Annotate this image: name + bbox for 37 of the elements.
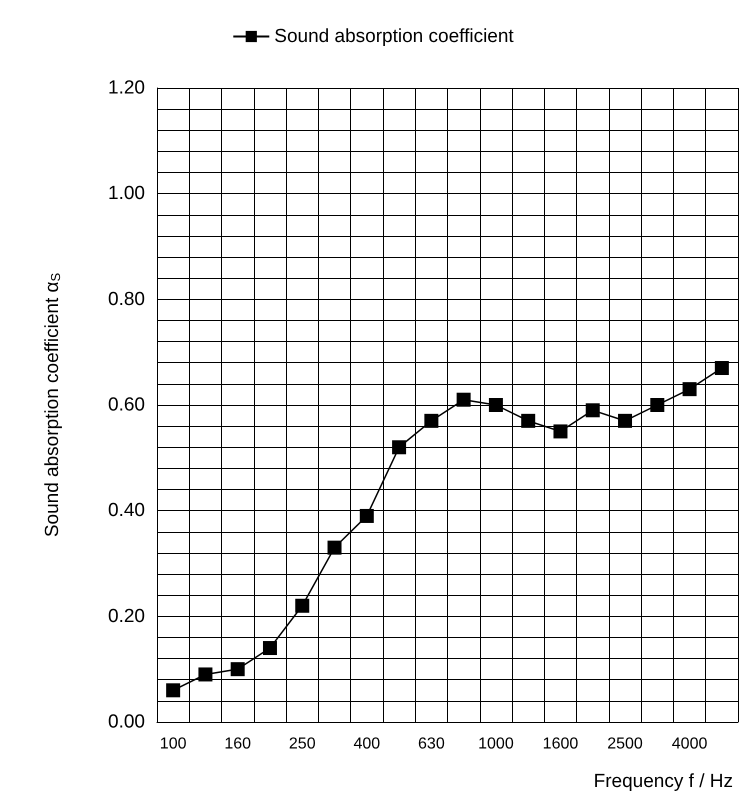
point: [262, 641, 277, 656]
point: [328, 540, 342, 555]
y-tick-label: 0.40: [108, 500, 145, 522]
point: [488, 398, 503, 412]
x-tick-label: 4000: [672, 736, 708, 752]
y-tick-label: 0.60: [108, 394, 145, 416]
y-tick-label: 1.20: [108, 78, 145, 98]
y-tick-label: 1.00: [108, 183, 145, 204]
x-tick-label: 1600: [542, 736, 578, 752]
point: [230, 662, 245, 676]
point: [456, 392, 471, 407]
y-tick-label: 0.20: [108, 606, 145, 627]
x-axis-title: Frequency f / Hz: [594, 771, 733, 792]
point: [553, 424, 568, 438]
point: [424, 414, 438, 428]
point: [360, 508, 374, 523]
point: [714, 361, 729, 376]
x-tick-label: 100: [160, 736, 187, 752]
x-tick-label: 1000: [478, 736, 514, 752]
point: [682, 382, 697, 396]
x-tick-label: 160: [224, 736, 252, 752]
y-tick-label: 0.00: [108, 712, 145, 732]
y-axis-title: Sound absorption coefficient αS: [42, 272, 63, 538]
x-tick-label: 2500: [607, 736, 643, 752]
point: [392, 440, 406, 454]
point: [198, 667, 212, 682]
point: [166, 683, 180, 698]
point: [521, 414, 536, 428]
point: [295, 598, 310, 613]
point: [650, 398, 664, 412]
point: [618, 414, 632, 428]
x-tick-label: 250: [288, 736, 316, 752]
legend-label: Sound absorption coefficient: [274, 26, 514, 47]
point: [586, 403, 600, 418]
y-tick-label: 0.80: [108, 288, 145, 310]
x-tick-label: 630: [418, 736, 445, 752]
x-tick-label: 400: [353, 736, 380, 752]
